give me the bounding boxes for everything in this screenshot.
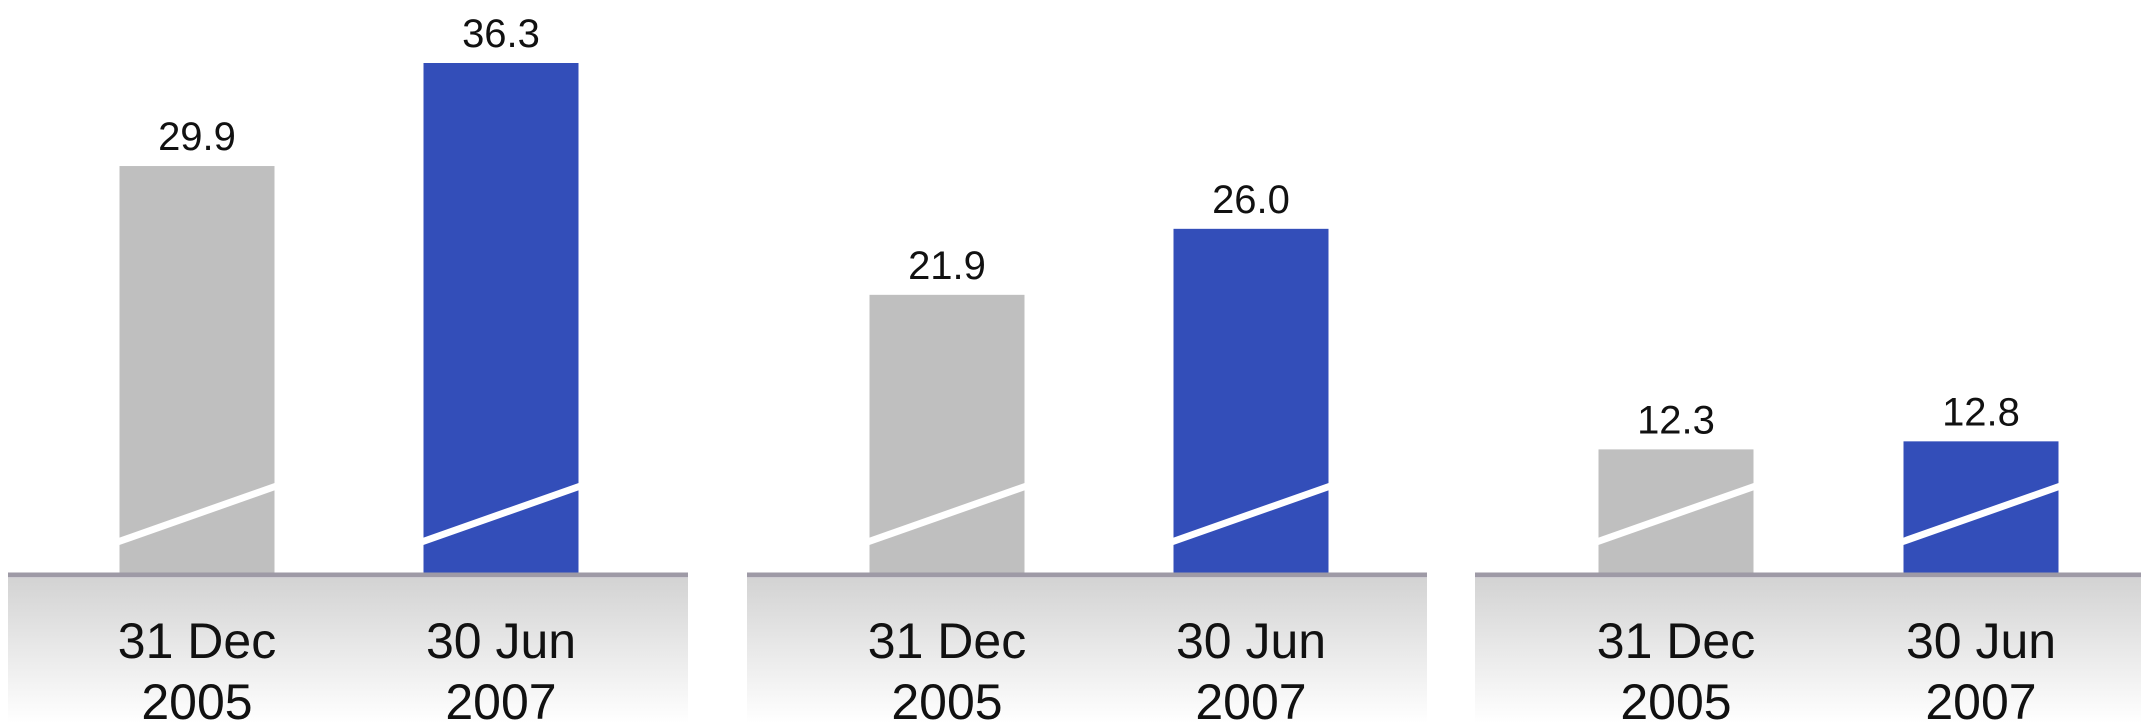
axis-floor — [8, 578, 688, 723]
category-label-line2: 2007 — [1195, 674, 1306, 723]
category-label-line1: 31 Dec — [118, 613, 276, 669]
bar — [1173, 228, 1329, 575]
bar — [869, 294, 1025, 575]
category-label-line2: 2007 — [445, 674, 556, 723]
data-label: 21.9 — [908, 244, 986, 288]
axis-floor — [747, 578, 1427, 723]
data-label: 12.3 — [1637, 398, 1715, 442]
category-label-line1: 31 Dec — [868, 613, 1026, 669]
category-label-line2: 2005 — [891, 674, 1002, 723]
category-label-line2: 2005 — [141, 674, 252, 723]
data-label: 12.8 — [1942, 390, 2020, 434]
chart-panel-1: 29.9 31 Dec 2005 36.3 30 Jun 2007 — [8, 12, 688, 723]
category-label-line1: 30 Jun — [1906, 613, 2056, 669]
chart-panel-2: 21.9 31 Dec 2005 26.0 30 Jun 2007 — [747, 178, 1427, 723]
axis-break-mark — [866, 482, 1028, 546]
bar — [119, 166, 275, 576]
data-label: 29.9 — [158, 115, 236, 159]
axis-break-mark — [1900, 482, 2062, 546]
category-label-line2: 2007 — [1925, 674, 2036, 723]
data-label: 36.3 — [462, 12, 540, 56]
axis-break-mark — [116, 482, 278, 546]
axis-break-mark — [1170, 482, 1332, 546]
bar — [1903, 441, 2059, 575]
bar — [423, 63, 579, 575]
axis-break-mark — [1595, 482, 1757, 546]
chart-panel-3: 12.3 31 Dec 2005 12.8 30 Jun 2007 — [1475, 390, 2141, 723]
category-label-line1: 31 Dec — [1597, 613, 1755, 669]
category-label-line1: 30 Jun — [426, 613, 576, 669]
category-label-line2: 2005 — [1620, 674, 1731, 723]
axis-break-mark — [420, 482, 582, 546]
data-label: 26.0 — [1212, 178, 1290, 222]
axis-floor — [1475, 578, 2141, 723]
category-label-line1: 30 Jun — [1176, 613, 1326, 669]
